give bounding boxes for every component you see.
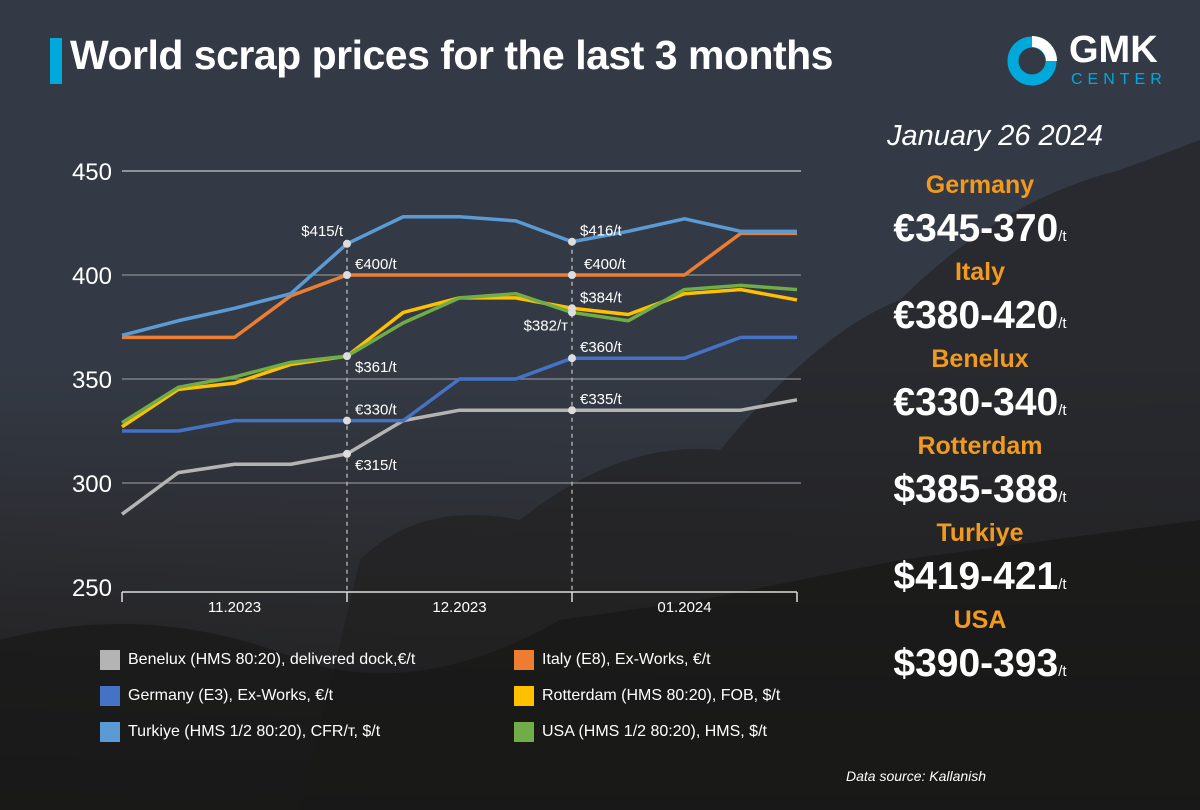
price-unit: /t [1058, 663, 1067, 680]
price-value: €330-340 [893, 381, 1059, 424]
legend-swatch [100, 650, 120, 670]
legend-swatch [514, 686, 534, 706]
price-germany: Germany €345-370/t [860, 170, 1100, 257]
price-country: Rotterdam [917, 432, 1043, 460]
price-value: $419-421 [893, 555, 1059, 598]
data-label: €400/t [355, 256, 398, 273]
price-unit: /t [1058, 576, 1067, 593]
data-label: $361/t [355, 359, 398, 376]
price-country: Benelux [931, 345, 1029, 373]
data-point-marker [343, 271, 351, 279]
y-tick-label: 250 [72, 575, 112, 602]
price-country: USA [953, 606, 1007, 634]
data-point-marker [568, 354, 576, 363]
price-country: Turkiye [936, 519, 1024, 547]
legend-label: Turkiye (HMS 1/2 80:20), CFR/т, $/t [128, 723, 381, 740]
y-tick-label: 450 [72, 159, 112, 186]
data-label: €330/t [355, 402, 398, 419]
price-value: $390-393 [893, 642, 1059, 685]
price-value: $385-388 [893, 468, 1059, 511]
y-tick-label: 300 [72, 471, 112, 498]
legend-label: Germany (E3), Ex-Works, €/t [128, 687, 334, 704]
price-country: Germany [925, 171, 1035, 199]
data-label: €335/t [580, 391, 623, 408]
price-summary: Germany €345-370/t Italy €380-420/t Benelu… [860, 170, 1100, 692]
data-point-marker [343, 449, 351, 458]
series-line [121, 283, 798, 425]
data-label: €360/t [580, 339, 623, 356]
data-label: $384/t [580, 289, 623, 306]
data-label: $416/t [580, 223, 623, 240]
legend-swatch [514, 650, 534, 670]
legend-item: Turkiye (HMS 1/2 80:20), CFR/т, $/t [100, 722, 380, 742]
price-usa: USA $390-393/t [860, 605, 1100, 692]
logo-subtext: CENTER [1071, 71, 1167, 88]
legend-swatch [100, 722, 120, 742]
legend-swatch [100, 686, 120, 706]
legend-item: Germany (E3), Ex-Works, €/t [100, 686, 333, 706]
price-unit: /t [1058, 228, 1067, 245]
data-point-marker [568, 308, 576, 317]
title-accent [50, 38, 62, 84]
legend-item: Benelux (HMS 80:20), delivered dock,€/t [100, 650, 415, 670]
data-point-marker [343, 239, 351, 248]
series-line [122, 335, 797, 433]
legend-item: USA (HMS 1/2 80:20), HMS, $/t [514, 722, 767, 742]
x-period-label: 12.2023 [432, 599, 486, 616]
data-source: Data source: Kallanish [846, 768, 987, 784]
logo-text: GMK [1069, 29, 1158, 71]
series-line [120, 398, 798, 516]
logo: GMK CENTER [1005, 29, 1167, 93]
price-rotterdam: Rotterdam $385-388/t [860, 431, 1100, 518]
legend-swatch [514, 722, 534, 742]
report-date: January 26 2024 [886, 120, 1104, 152]
price-country: Italy [954, 258, 1006, 286]
page-title: World scrap prices for the last 3 months [70, 32, 833, 78]
data-point-marker [568, 406, 576, 415]
y-tick-label: 400 [72, 263, 112, 290]
legend-item: Italy (E8), Ex-Works, €/t [514, 650, 711, 670]
x-period-label: 01.2024 [657, 599, 711, 616]
data-point-marker [568, 237, 576, 246]
data-label: $382/т [524, 317, 569, 334]
price-turkiye: Turkiye $419-421/t [860, 518, 1100, 605]
price-unit: /t [1058, 489, 1067, 506]
price-unit: /t [1058, 315, 1067, 332]
x-period-label: 11.2023 [208, 599, 261, 616]
legend-label: USA (HMS 1/2 80:20), HMS, $/t [542, 723, 767, 740]
price-italy: Italy €380-420/t [860, 257, 1100, 344]
y-tick-label: 350 [72, 367, 112, 394]
price-unit: /t [1058, 402, 1067, 419]
price-value: €380-420 [893, 294, 1059, 337]
legend-label: Benelux (HMS 80:20), delivered dock,€/t [128, 651, 416, 668]
data-label: €400/t [584, 256, 627, 273]
price-benelux: Benelux €330-340/t [860, 344, 1100, 431]
logo-ring-icon [1007, 36, 1057, 86]
legend-label: Rotterdam (HMS 80:20), FOB, $/t [542, 687, 781, 704]
data-point-marker [568, 271, 576, 279]
data-label: $415/t [301, 223, 344, 240]
price-value: €345-370 [893, 207, 1059, 250]
series-line [122, 231, 797, 340]
data-label: €315/t [355, 457, 398, 474]
legend-label: Italy (E8), Ex-Works, €/t [542, 651, 711, 668]
data-point-marker [343, 416, 351, 425]
legend-item: Rotterdam (HMS 80:20), FOB, $/t [514, 686, 780, 706]
series-line [121, 215, 797, 338]
data-point-marker [343, 352, 351, 361]
